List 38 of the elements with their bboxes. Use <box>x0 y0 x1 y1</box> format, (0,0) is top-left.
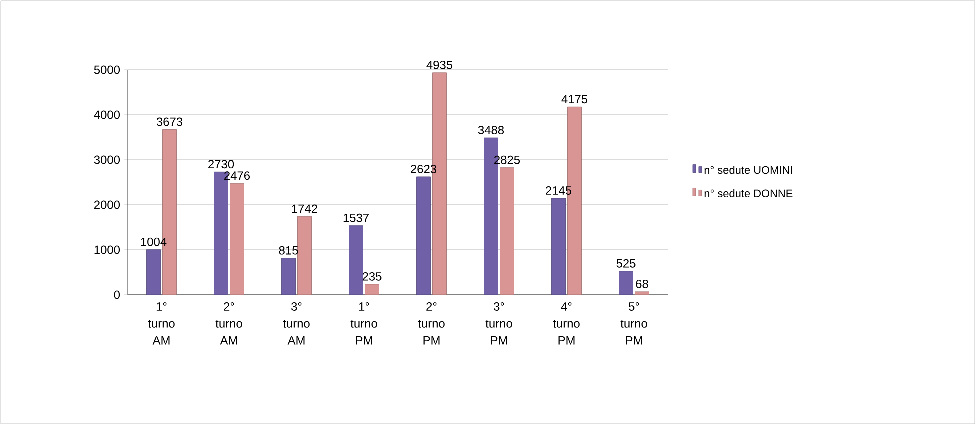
bar <box>416 176 431 295</box>
legend-label: n° sedute DONNE <box>704 189 793 198</box>
data-label: 68 <box>636 280 648 288</box>
x-tick-label: 3° turno AM <box>283 302 310 345</box>
data-label: 4935 <box>426 60 453 70</box>
y-tick-label: 5000 <box>94 66 120 74</box>
data-label: 1004 <box>141 238 167 246</box>
y-tick-label: 3000 <box>94 156 120 164</box>
bar <box>552 198 566 295</box>
y-tick-label: 0 <box>114 290 120 300</box>
x-tick-label: 2° turno PM <box>418 302 445 345</box>
data-label: 1742 <box>292 204 318 214</box>
y-tick-label: 2000 <box>94 200 120 210</box>
bar <box>500 168 514 295</box>
x-tick-label: 1° turno AM <box>148 302 175 345</box>
bar <box>349 226 364 295</box>
data-label: 525 <box>616 259 636 268</box>
bar <box>282 258 296 295</box>
x-tick-label: 3° turno PM <box>486 302 512 345</box>
bar <box>146 250 161 295</box>
x-tick-label: 1° turno PM <box>350 302 378 345</box>
x-tick-label: 4° turno PM <box>553 302 580 345</box>
bar <box>619 271 634 295</box>
data-label: 2623 <box>411 164 437 174</box>
y-tick-label: 1000 <box>94 246 120 254</box>
x-tick-label: 5° turno PM <box>620 302 648 345</box>
data-label: 815 <box>279 246 298 255</box>
data-label: 2145 <box>546 186 572 195</box>
bar <box>230 183 244 295</box>
legend-label: n° sedute UOMINI <box>704 166 792 174</box>
x-tick-label: 2° turno AM <box>216 302 242 345</box>
y-tick-label: 4000 <box>94 110 120 120</box>
data-label: 4175 <box>562 95 588 104</box>
data-label: 3488 <box>478 126 504 135</box>
data-label: 1537 <box>344 214 369 222</box>
data-label: 3673 <box>156 118 183 126</box>
data-label: 2730 <box>208 160 234 169</box>
bar <box>298 216 312 295</box>
